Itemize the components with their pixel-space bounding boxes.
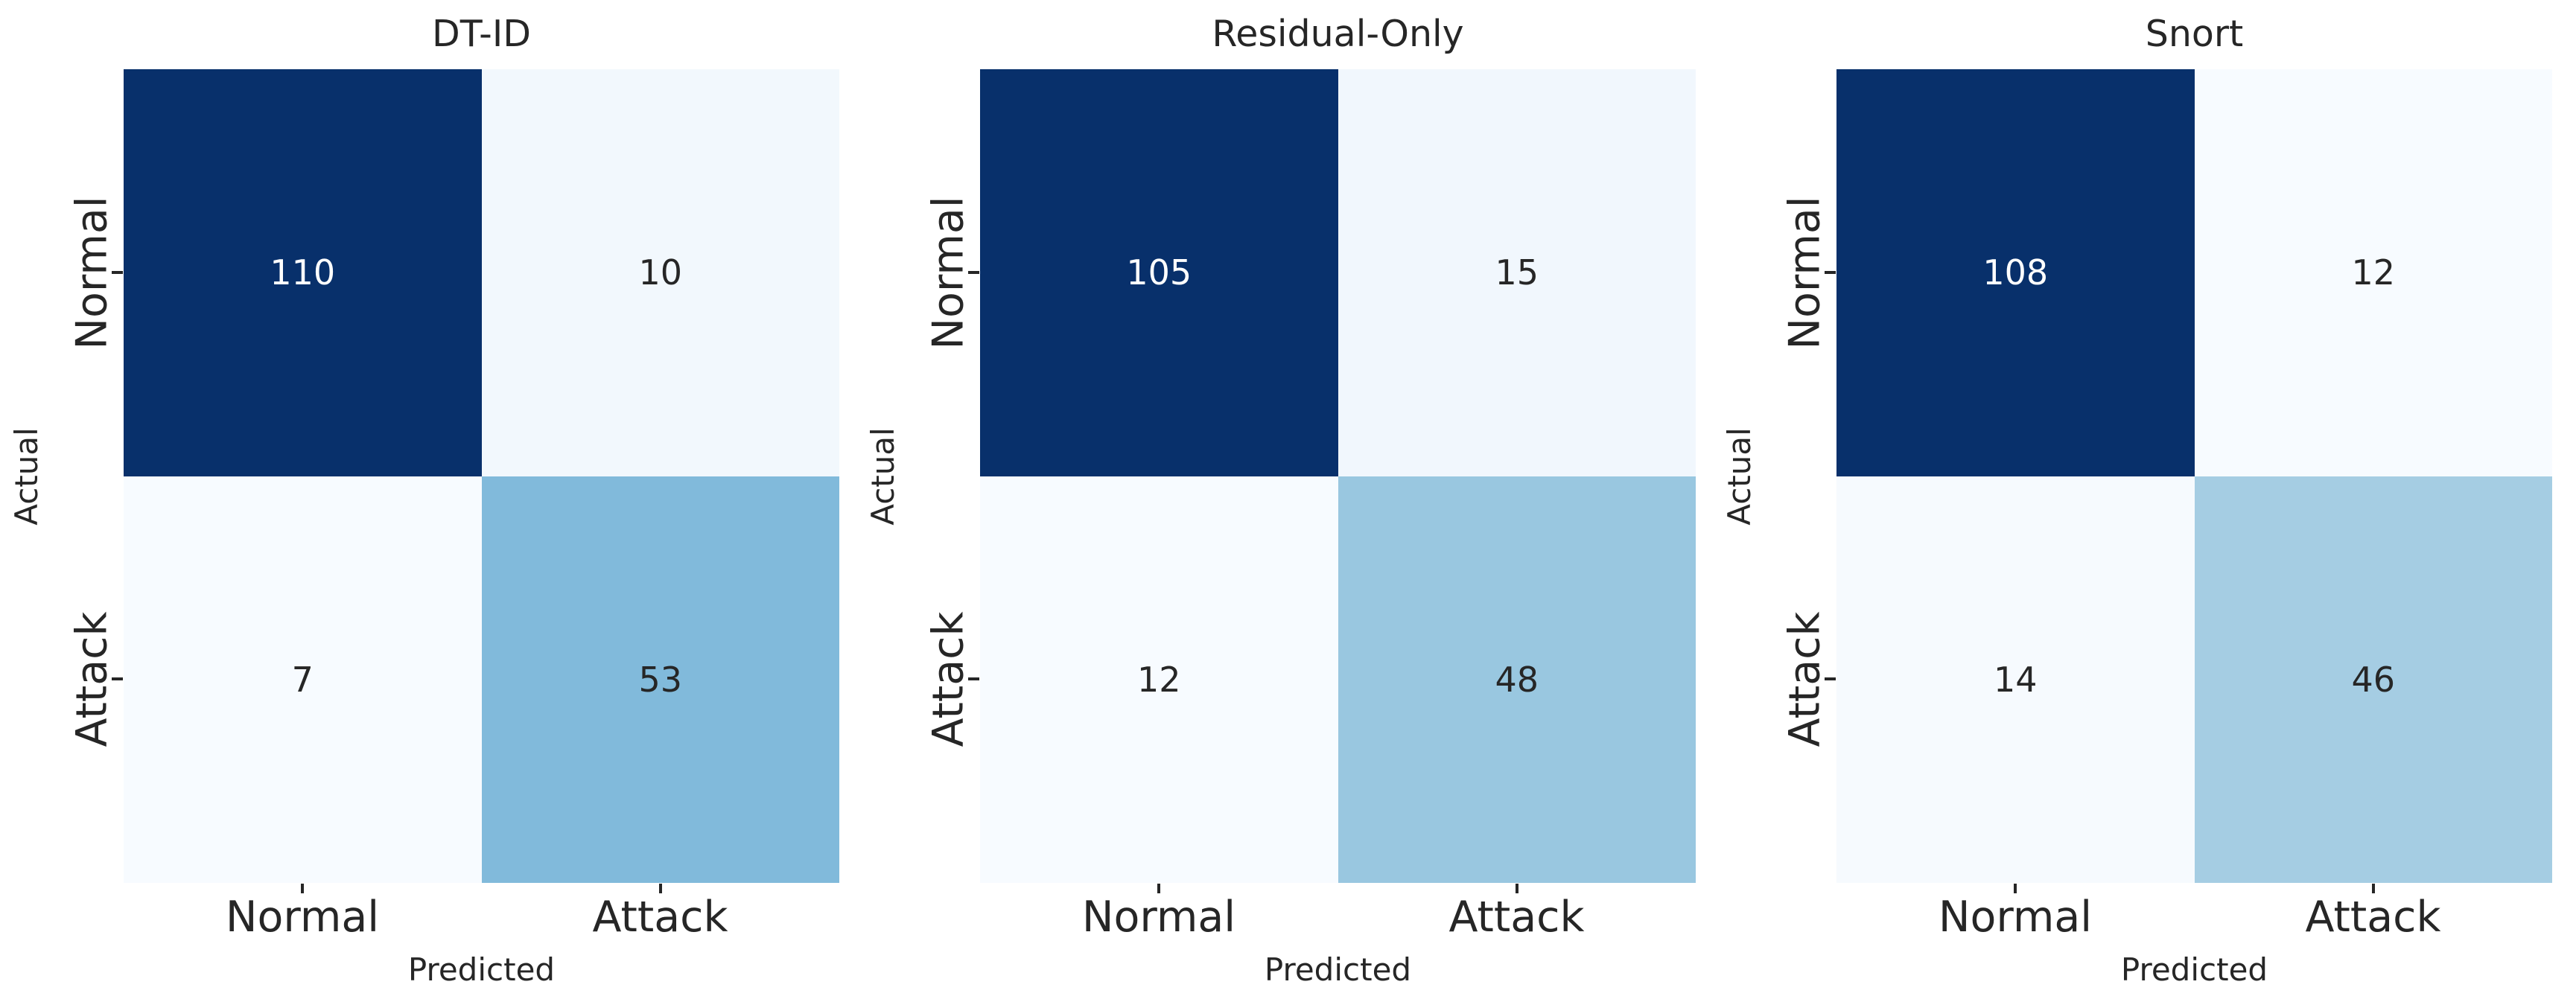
y-axis-label: Actual xyxy=(1721,427,1758,526)
cell-value: 7 xyxy=(291,659,314,700)
cell-actual-normal-pred-normal: 105 xyxy=(980,69,1338,476)
x-axis-label: Predicted xyxy=(2120,951,2268,988)
y-tick-label-normal: Normal xyxy=(1780,195,1830,350)
cell-value: 10 xyxy=(638,252,683,293)
cell-actual-attack-pred-normal: 12 xyxy=(980,476,1338,883)
x-tick-label-attack: Attack xyxy=(1448,892,1585,942)
cell-value: 48 xyxy=(1495,659,1539,700)
panel-snort: Snort Actual Normal Attack 108 12 14 46 xyxy=(1713,0,2576,1002)
x-tick-mark xyxy=(2372,884,2375,893)
y-tick-label-normal: Normal xyxy=(67,195,117,350)
cell-value: 108 xyxy=(1982,252,2049,293)
x-axis-label: Predicted xyxy=(407,951,556,988)
heatmap-snort: 108 12 14 46 xyxy=(1836,69,2552,883)
heatmap-residual-only: 105 15 12 48 xyxy=(980,69,1696,883)
cell-actual-normal-pred-normal: 110 xyxy=(124,69,482,476)
y-axis-label: Actual xyxy=(865,427,902,526)
y-tick-mark xyxy=(1825,271,1836,274)
cell-value: 53 xyxy=(638,659,683,700)
cell-value: 105 xyxy=(1126,252,1192,293)
y-tick-label-attack: Attack xyxy=(1780,611,1830,747)
y-tick-mark xyxy=(968,271,979,274)
panel-residual-only: Residual-Only Actual Normal Attack 105 1… xyxy=(856,0,1720,1002)
cell-actual-attack-pred-attack: 46 xyxy=(2194,476,2552,883)
cell-value: 12 xyxy=(1136,659,1181,700)
panel-title: Snort xyxy=(2145,12,2244,55)
x-tick-label-normal: Normal xyxy=(225,892,380,942)
x-tick-label-attack: Attack xyxy=(592,892,728,942)
x-axis-label: Predicted xyxy=(1264,951,1412,988)
x-tick-mark xyxy=(2014,884,2017,893)
x-tick-mark xyxy=(659,884,662,893)
cell-value: 12 xyxy=(2351,252,2396,293)
panel-title: Residual-Only xyxy=(1212,12,1464,55)
cell-value: 110 xyxy=(270,252,336,293)
y-tick-mark xyxy=(1825,677,1836,680)
x-tick-mark xyxy=(1157,884,1160,893)
y-tick-mark xyxy=(112,677,123,680)
x-tick-label-attack: Attack xyxy=(2305,892,2441,942)
x-tick-mark xyxy=(301,884,304,893)
cell-value: 46 xyxy=(2351,659,2396,700)
cell-actual-attack-pred-normal: 14 xyxy=(1836,476,2195,883)
heatmap-dt-id: 110 10 7 53 xyxy=(124,69,839,883)
x-tick-label-normal: Normal xyxy=(1081,892,1236,942)
cell-actual-attack-pred-attack: 53 xyxy=(481,476,839,883)
y-tick-mark xyxy=(112,271,123,274)
y-tick-label-normal: Normal xyxy=(923,195,973,350)
panel-dt-id: DT-ID Actual Normal Attack 110 10 7 53 xyxy=(0,0,863,1002)
y-tick-mark xyxy=(968,677,979,680)
cell-actual-normal-pred-attack: 15 xyxy=(1338,69,1696,476)
cell-actual-attack-pred-normal: 7 xyxy=(124,476,482,883)
cell-actual-normal-pred-attack: 12 xyxy=(2194,69,2552,476)
x-tick-label-normal: Normal xyxy=(1938,892,2093,942)
y-tick-label-attack: Attack xyxy=(923,611,973,747)
cell-value: 14 xyxy=(1993,659,2038,700)
panel-title: DT-ID xyxy=(431,12,532,55)
cell-actual-attack-pred-attack: 48 xyxy=(1338,476,1696,883)
cell-value: 15 xyxy=(1495,252,1539,293)
y-tick-label-attack: Attack xyxy=(67,611,117,747)
x-tick-mark xyxy=(1516,884,1518,893)
cell-actual-normal-pred-attack: 10 xyxy=(481,69,839,476)
y-axis-label: Actual xyxy=(8,427,45,526)
cell-actual-normal-pred-normal: 108 xyxy=(1836,69,2195,476)
